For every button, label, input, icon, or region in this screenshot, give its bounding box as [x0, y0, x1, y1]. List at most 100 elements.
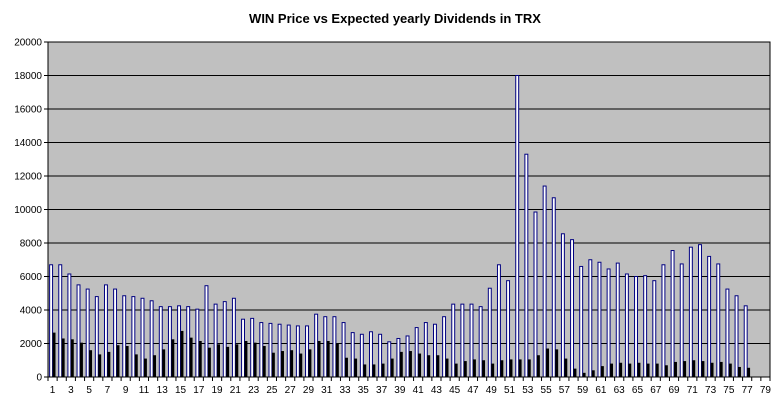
x-tick-label: 23 [248, 385, 260, 396]
bar-series-1 [679, 263, 684, 378]
bar-series-2 [381, 363, 385, 377]
bar-series-2 [582, 372, 586, 377]
bar-series-2 [454, 363, 458, 377]
bar-series-1 [277, 323, 282, 378]
bar-series-2 [70, 339, 74, 377]
bar-series-2 [664, 365, 668, 377]
bar-series-1 [149, 300, 154, 378]
bar-series-2 [52, 332, 56, 377]
bar-series-2 [655, 363, 659, 377]
y-tick-label: 16000 [14, 105, 42, 116]
bar-series-2 [116, 345, 120, 377]
bar-series-2 [491, 363, 495, 377]
bar-series-1 [359, 333, 364, 378]
bar-series-1 [286, 324, 291, 378]
bar-series-1 [670, 250, 675, 378]
x-tick-label: 13 [157, 385, 169, 396]
bar-series-2 [226, 346, 230, 377]
x-tick-label: 27 [285, 385, 297, 396]
x-tick-label: 79 [760, 385, 772, 396]
bar-series-2 [262, 346, 266, 377]
bar-series-1 [698, 244, 702, 378]
bar-series-2 [299, 353, 303, 377]
bar-series-2 [207, 347, 211, 377]
bar-series-2 [418, 353, 422, 377]
x-tick-label: 45 [449, 385, 461, 396]
bar-series-2 [409, 351, 412, 377]
bar-series-1 [341, 322, 346, 378]
bar-series-1 [423, 322, 428, 378]
bar-series-1 [323, 316, 328, 378]
x-tick-label: 31 [321, 385, 333, 396]
bar-series-1 [743, 305, 748, 378]
bar-series-1 [94, 296, 99, 378]
bar-series-2 [509, 359, 513, 377]
bar-series-2 [271, 352, 275, 377]
bar-series-2 [445, 358, 449, 377]
y-tick-label: 10000 [14, 205, 42, 216]
bar-series-1 [716, 263, 721, 378]
bar-series-1 [158, 306, 163, 378]
chart-title: WIN Price vs Expected yearly Dividends i… [249, 11, 541, 26]
bar-series-1 [369, 331, 373, 378]
x-tick-label: 17 [193, 385, 205, 396]
bar-series-2 [628, 363, 632, 377]
bar-series-1 [688, 246, 693, 378]
bar-series-1 [451, 303, 456, 378]
bar-series-2 [573, 368, 577, 377]
bar-series-2 [217, 344, 221, 377]
bar-series-1 [542, 185, 547, 378]
y-tick-label: 8000 [20, 239, 43, 250]
bar-series-2 [180, 330, 184, 377]
bar-series-2 [235, 344, 239, 377]
bar-series-1 [414, 327, 419, 378]
bar-series-2 [308, 349, 312, 377]
bar-series-1 [186, 306, 191, 378]
x-tick-label: 51 [504, 385, 516, 396]
bar-series-2 [390, 358, 394, 377]
bar-series-1 [314, 313, 319, 378]
x-tick-label: 73 [705, 385, 717, 396]
bar-series-2 [335, 343, 339, 377]
bar-series-2 [728, 363, 732, 377]
bar-series-1 [533, 211, 538, 378]
bar-series-1 [661, 264, 666, 378]
bar-series-2 [546, 348, 550, 377]
x-tick-label: 11 [139, 385, 150, 396]
bar-series-1 [615, 262, 620, 378]
y-tick-label: 0 [36, 373, 42, 384]
x-tick-label: 49 [486, 385, 498, 396]
bar-series-1 [250, 317, 255, 378]
bar-series-1 [76, 284, 81, 378]
x-tick-label: 55 [541, 385, 553, 396]
bar-series-2 [198, 340, 202, 377]
bar-series-2 [637, 362, 641, 377]
bar-series-2 [619, 362, 623, 377]
x-tick-label: 3 [68, 385, 74, 396]
x-tick-label: 77 [742, 385, 754, 396]
bar-series-1 [378, 333, 383, 378]
y-tick-label: 4000 [20, 306, 43, 317]
bar-series-1 [113, 288, 118, 378]
bar-series-2 [61, 338, 65, 377]
x-tick-label: 75 [723, 385, 735, 396]
bar-series-1 [103, 284, 108, 378]
x-tick-label: 7 [105, 385, 111, 396]
bar-series-2 [518, 359, 522, 377]
bar-series-2 [281, 351, 284, 377]
bar-series-1 [387, 341, 392, 378]
bar-series-1 [734, 295, 739, 378]
bar-series-2 [710, 362, 714, 377]
bar-series-1 [305, 325, 309, 378]
bar-series-1 [624, 273, 629, 378]
bar-series-1 [195, 308, 200, 378]
plot-area: 0 2000 4000 6000 8000 10000 12000 14000 16000 180… [14, 38, 771, 397]
y-tick-label: 2000 [20, 339, 43, 350]
x-tick-label: 37 [376, 385, 388, 396]
x-tick-label: 43 [431, 385, 443, 396]
x-tick-label: 9 [123, 385, 129, 396]
x-tick-label: 33 [339, 385, 351, 396]
bar-series-1 [487, 287, 492, 378]
y-tick-label: 14000 [14, 138, 42, 149]
